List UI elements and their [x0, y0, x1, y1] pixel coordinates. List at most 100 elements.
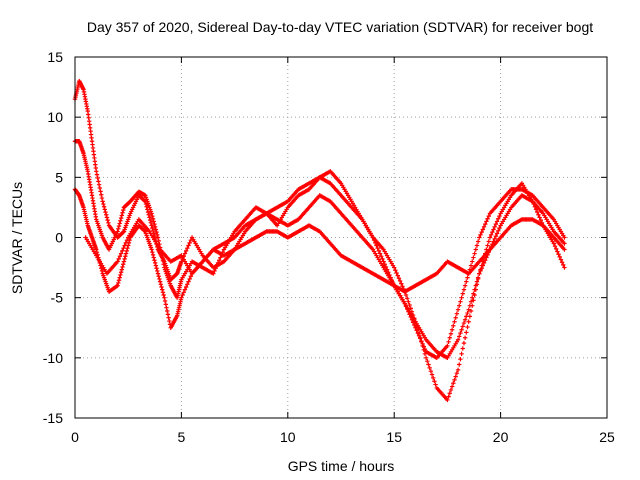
- data-point: [453, 374, 458, 379]
- data-point: [473, 247, 478, 252]
- data-point: [183, 248, 189, 254]
- data-point: [462, 335, 468, 340]
- data-point: [153, 227, 159, 232]
- data-point: [162, 298, 168, 304]
- data-point: [123, 251, 129, 256]
- data-point: [147, 215, 152, 220]
- data-point: [160, 258, 166, 264]
- data-point: [150, 213, 155, 219]
- data-point: [121, 229, 126, 235]
- data-point: [477, 271, 482, 276]
- data-point: [420, 341, 425, 346]
- data-point: [464, 330, 469, 335]
- data-point: [373, 240, 378, 246]
- data-point: [162, 295, 167, 300]
- data-point: [475, 275, 481, 280]
- data-point: [494, 231, 500, 236]
- data-point: [103, 209, 108, 215]
- data-point: [211, 271, 216, 276]
- x-tick-label: 15: [386, 429, 402, 445]
- data-point: [480, 227, 486, 232]
- data-point: [399, 281, 404, 286]
- data-point: [149, 247, 154, 252]
- data-point: [484, 219, 489, 224]
- data-point: [94, 169, 99, 174]
- data-point: [394, 270, 399, 276]
- data-point: [106, 220, 111, 225]
- data-point: [118, 270, 124, 275]
- data-point: [464, 314, 469, 319]
- data-point: [157, 276, 162, 282]
- data-point: [431, 375, 436, 381]
- data-point: [115, 259, 120, 264]
- data-point: [493, 233, 499, 239]
- data-point: [156, 238, 161, 244]
- data-point: [118, 251, 124, 256]
- data-point: [497, 213, 502, 219]
- data-point: [472, 287, 477, 292]
- data-point: [123, 254, 128, 259]
- data-point: [186, 243, 191, 248]
- data-point: [460, 346, 465, 351]
- data-point: [491, 227, 496, 232]
- data-point: [414, 328, 419, 333]
- data-point: [101, 204, 107, 209]
- data-point: [146, 212, 151, 217]
- data-point: [496, 216, 501, 221]
- data-point: [477, 235, 482, 240]
- data-point: [119, 267, 125, 272]
- data-point: [562, 241, 567, 246]
- data-point: [427, 365, 432, 371]
- data-point: [481, 260, 487, 266]
- data-point: [452, 319, 457, 324]
- data-point: [466, 319, 471, 324]
- data-point: [461, 340, 467, 346]
- data-point: [448, 331, 454, 336]
- data-point: [393, 268, 398, 273]
- data-point: [479, 266, 484, 271]
- series-track-3: [72, 187, 567, 361]
- data-point: [561, 262, 566, 268]
- data-point: [479, 229, 484, 235]
- data-point: [159, 284, 164, 290]
- data-point: [142, 228, 147, 234]
- data-point: [474, 279, 480, 284]
- data-point: [478, 232, 483, 238]
- data-point: [412, 322, 417, 328]
- data-point: [124, 248, 129, 254]
- data-point: [155, 271, 161, 276]
- data-point: [121, 245, 126, 251]
- data-point: [151, 255, 156, 260]
- data-point: [187, 240, 192, 246]
- data-point: [165, 312, 171, 317]
- data-point: [123, 240, 129, 246]
- data-point: [150, 228, 156, 234]
- data-point: [426, 362, 431, 367]
- data-point: [375, 245, 380, 251]
- data-point: [118, 218, 123, 223]
- data-point: [165, 308, 170, 314]
- data-point: [101, 201, 106, 207]
- data-point: [181, 290, 186, 295]
- data-point: [99, 266, 104, 271]
- data-point: [124, 237, 130, 243]
- data-point: [472, 251, 477, 256]
- data-point: [120, 264, 125, 270]
- data-point: [466, 307, 471, 312]
- data-point: [164, 305, 169, 310]
- data-point: [445, 397, 450, 403]
- data-point: [161, 292, 166, 298]
- data-point: [116, 226, 121, 232]
- data-point: [397, 278, 403, 284]
- data-point: [380, 256, 385, 262]
- data-point: [454, 311, 460, 316]
- data-point: [400, 284, 405, 289]
- data-point: [492, 236, 497, 242]
- data-point: [160, 255, 165, 260]
- data-point: [557, 254, 562, 260]
- data-point: [551, 241, 556, 246]
- y-tick-label: -5: [51, 290, 64, 306]
- x-tick-label: 20: [493, 429, 509, 445]
- data-point: [470, 259, 475, 264]
